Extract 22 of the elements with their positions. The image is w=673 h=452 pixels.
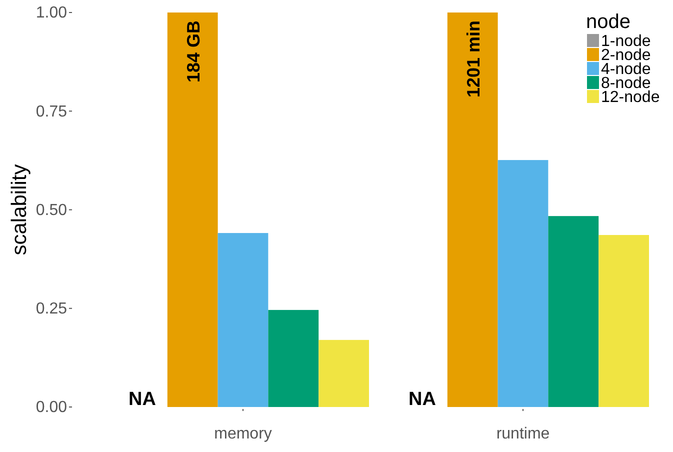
bar	[268, 310, 319, 407]
bar	[167, 12, 218, 407]
legend-title: node	[586, 11, 630, 33]
text: NA	[128, 389, 156, 410]
x-tick-label: runtime	[496, 425, 550, 442]
y-tick-label: 0.25	[36, 300, 68, 318]
annotation: 184 GB	[184, 20, 204, 83]
y-tick-label: 0.75	[36, 103, 68, 120]
bar	[598, 235, 649, 407]
bar	[218, 233, 268, 407]
text: NA	[408, 389, 436, 410]
y-axis-title: scalability	[8, 164, 31, 256]
bar	[498, 160, 548, 407]
y-tick-label: 0.50	[36, 202, 68, 219]
x-tick-label: memory	[214, 425, 272, 442]
bar	[447, 12, 498, 407]
y-tick-label: 1.00	[36, 4, 68, 22]
y-tick-label: 0.00	[36, 399, 68, 416]
bar	[318, 340, 369, 407]
legend-label: 12-node	[601, 89, 660, 106]
annotation: 1201 min	[464, 20, 484, 98]
bar	[548, 216, 599, 407]
